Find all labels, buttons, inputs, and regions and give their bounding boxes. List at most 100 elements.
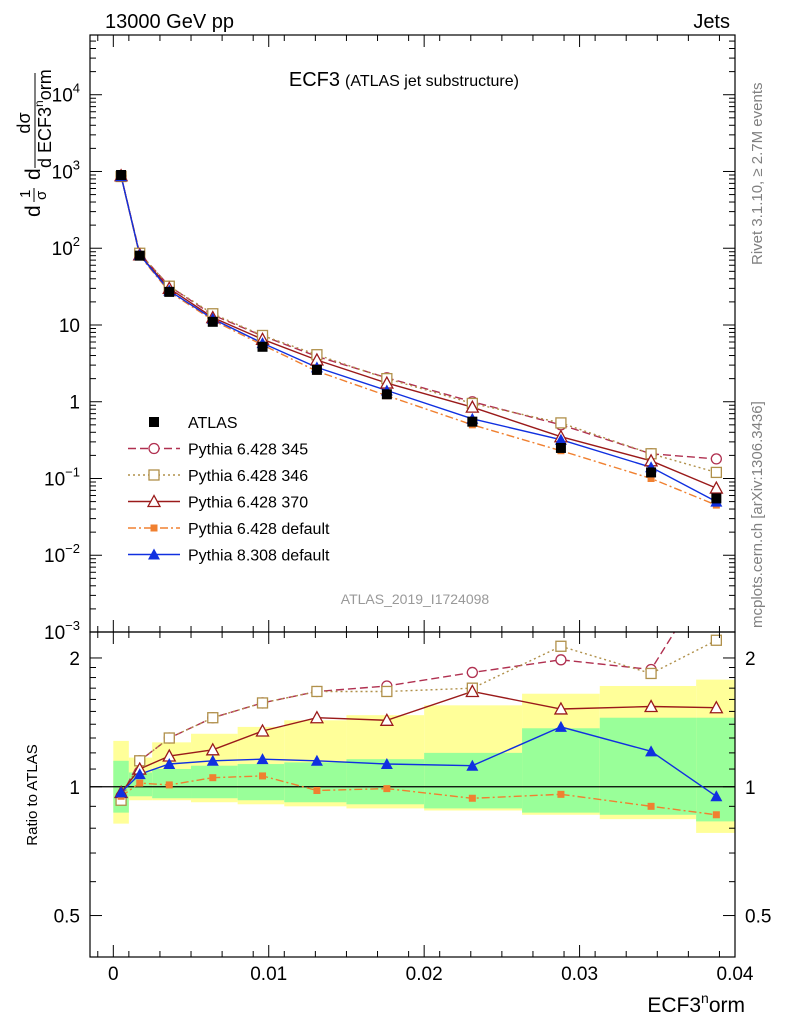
legend-marker-p345 [148, 442, 160, 455]
chart-title: ECF3 [289, 69, 340, 91]
ratio-point-p8def [310, 754, 323, 766]
ratio-point-p346 [555, 640, 567, 652]
ratio-point-p370 [255, 723, 270, 737]
xlabel-tail: orm [709, 994, 745, 1017]
legend-marker-p370 [146, 494, 162, 508]
ratio-uncertainty-bands [90, 679, 735, 833]
analysis-id: ATLAS_2019_I1724098 [341, 591, 490, 607]
main-point-atlas [711, 493, 722, 504]
legend-marker-p346 [148, 469, 160, 481]
main-y-tick-base: 10 [59, 316, 80, 337]
main-y-tick-base: 1 [69, 393, 80, 414]
main-point-p345 [710, 453, 722, 465]
main-plot-frame [89, 34, 736, 633]
ratio-y-tick-label-right: 2 [745, 649, 756, 670]
axis-ticks [90, 34, 736, 957]
main-point-atlas [381, 389, 392, 400]
main-y-tick-base: 10 [44, 546, 65, 567]
ratio-point-p345 [555, 654, 567, 666]
main-point-p370 [465, 399, 480, 413]
ylabel-lead-d: d [22, 205, 45, 217]
main-y-tick-label: 104 [52, 81, 80, 107]
legend-label-p6def: Pythia 6.428 default [188, 521, 330, 538]
ratio-y-tick-label: 2 [69, 649, 80, 670]
ratio-point-p8def [466, 759, 479, 771]
ratio-point-p346 [645, 667, 657, 680]
header-right-text: Jets [693, 11, 730, 33]
main-y-tick-label: 10−1 [44, 464, 80, 490]
main-point-atlas [134, 250, 145, 261]
ratio-point-p370 [465, 684, 480, 698]
legend-marker-p6def [150, 524, 158, 532]
main-y-tick-exp: 2 [73, 234, 80, 249]
ratio-point-p8def [115, 786, 128, 798]
main-point-atlas [164, 286, 175, 297]
main-y-tick-base: 10 [44, 469, 65, 490]
main-y-axis-label: d 1 σ d dσ d ECF3norm [14, 69, 55, 217]
ratio-point-p345 [466, 666, 478, 679]
ratio-point-p6def [209, 774, 217, 782]
ratio-y-axis-label: Ratio to ATLAS [24, 744, 41, 845]
ratio-point-p346 [256, 697, 269, 709]
main-y-tick-label: 10−3 [44, 618, 80, 644]
ratio-point-p346 [207, 712, 219, 724]
ratio-point-p6def [557, 790, 565, 798]
ylabel-frac1-num: 1 [17, 190, 34, 198]
ratio-point-p8def [380, 758, 393, 770]
ylabel-mid-d: d [22, 168, 45, 180]
main-y-tick-base: 10 [52, 86, 73, 107]
main-y-tick-exp: −2 [65, 541, 80, 556]
ylabel-frac2-num: dσ [14, 112, 34, 133]
ratio-y-tick-label: 1 [69, 778, 80, 799]
main-point-atlas [555, 442, 566, 453]
ylabel-frac2-den-base: d ECF3 [35, 107, 55, 168]
ratio-point-p370 [379, 712, 394, 726]
x-tick-label: 0.03 [561, 964, 598, 985]
xlabel-sup: n [701, 990, 709, 1006]
main-point-atlas [257, 341, 268, 352]
main-line-p345 [120, 175, 717, 460]
main-point-p346 [555, 417, 567, 429]
main-y-tick-base: 10 [52, 162, 73, 183]
rivet-version-text: Rivet 3.1.10, ≥ 2.7M events [749, 83, 766, 266]
ratio-point-p6def [313, 787, 321, 795]
ratio-point-p370 [709, 700, 724, 714]
legend-label-p346: Pythia 6.428 346 [188, 468, 308, 485]
ratio-inner-band-bin [237, 764, 285, 801]
axis-tick-labels: 0 0.01 0.02 0.03 0.0410−310−210−111010210310… [44, 81, 771, 985]
ratio-point-p346 [163, 732, 175, 744]
ylabel-frac2-tail: orm [35, 69, 55, 100]
ratio-point-p6def [259, 772, 267, 780]
ratio-point-p6def [383, 785, 391, 793]
main-point-p8def [554, 433, 567, 445]
plot-frames [89, 34, 736, 958]
legend-label-atlas: ATLAS [188, 415, 238, 432]
main-y-tick-exp: −1 [65, 464, 80, 479]
ratio-point-p8def [645, 745, 658, 757]
x-tick-label: 0.02 [406, 964, 443, 985]
main-y-tick-exp: 4 [73, 81, 80, 96]
main-y-tick-label: 103 [52, 157, 80, 183]
x-axis-label: ECF3norm [647, 990, 745, 1017]
main-y-tick-base: 10 [52, 239, 73, 260]
ratio-inner-band-bin [522, 728, 600, 813]
legend: ATLAS Pythia 6.428 345 Pythia 6.428 346 Pyt… [128, 415, 330, 565]
ratio-point-p346 [381, 685, 393, 698]
main-point-atlas [311, 364, 322, 375]
ratio-point-p8def [554, 720, 567, 732]
legend-label-p345: Pythia 6.428 345 [188, 442, 308, 459]
ratio-point-p8def [710, 790, 723, 802]
mcplots-reference-text: mcplots.cern.ch [arXiv:1306.3436] [749, 401, 766, 628]
xlabel-base: ECF3 [647, 994, 701, 1017]
legend-label-p370: Pythia 6.428 370 [188, 495, 308, 512]
legend-marker-atlas [149, 417, 159, 427]
ratio-y-tick-label-right: 1 [745, 778, 756, 799]
ratio-inner-band-bin [696, 717, 735, 822]
ratio-point-p8def [163, 758, 176, 770]
main-point-p6def [647, 474, 655, 482]
ratio-point-p6def [165, 781, 173, 789]
series-markers [113, 168, 724, 819]
ratio-inner-band-bin [284, 762, 347, 803]
main-point-atlas [207, 316, 218, 327]
